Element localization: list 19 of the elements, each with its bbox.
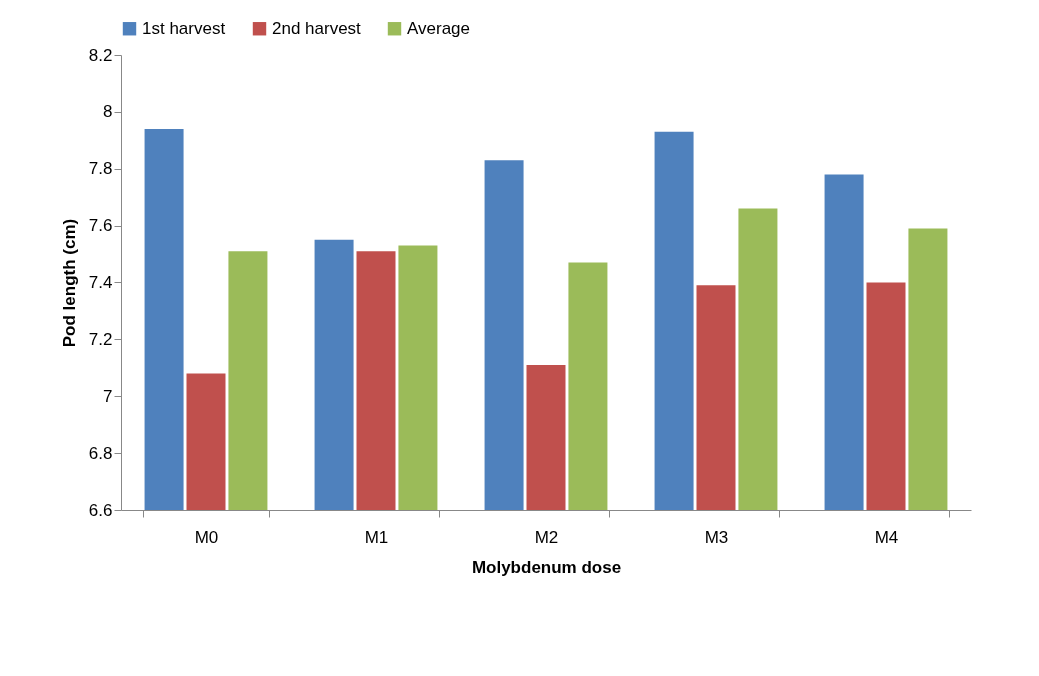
y-tick-label: 8: [103, 102, 113, 122]
x-tick-label: M1: [364, 527, 389, 547]
y-tick-label: 6.6: [88, 500, 113, 520]
y-tick-label: 7.8: [88, 159, 113, 179]
x-tick-label: M2: [534, 527, 559, 547]
y-tick-label: 7: [103, 386, 113, 406]
x-tick-label: M4: [874, 527, 899, 547]
x-tick-label: M3: [704, 527, 729, 547]
y-axis-title: Pod length (cm): [59, 218, 79, 348]
y-tick-label: 7.2: [88, 329, 113, 349]
legend-label: Average: [407, 18, 471, 38]
y-tick-label: 6.8: [88, 443, 113, 463]
y-tick-label: 7.4: [88, 273, 113, 292]
legend-label: 2nd harvest: [272, 18, 362, 38]
x-tick-label: M0: [194, 527, 219, 547]
y-tick-label: 7.6: [88, 216, 113, 236]
y-tick-label: 8.2: [88, 45, 113, 65]
legend-label: 1st harvest: [142, 18, 226, 38]
x-axis-title: Molybdenum dose: [471, 557, 622, 577]
